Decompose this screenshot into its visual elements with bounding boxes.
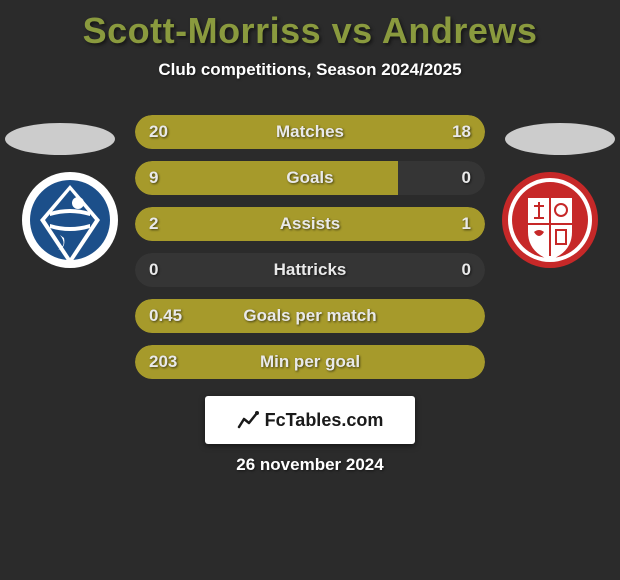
chart-icon bbox=[237, 409, 259, 431]
footer-date: 26 november 2024 bbox=[0, 455, 620, 475]
player1-shadow bbox=[5, 123, 115, 155]
stat-label: Goals bbox=[135, 161, 485, 195]
stat-label: Goals per match bbox=[135, 299, 485, 333]
stat-row-matches: 2018Matches bbox=[135, 115, 485, 149]
brand-logo: FcTables.com bbox=[205, 396, 415, 444]
stat-label: Min per goal bbox=[135, 345, 485, 379]
team2-badge bbox=[500, 170, 600, 270]
stat-label: Matches bbox=[135, 115, 485, 149]
stat-label: Hattricks bbox=[135, 253, 485, 287]
stat-row-goals: 90Goals bbox=[135, 161, 485, 195]
woking-badge-icon bbox=[500, 170, 600, 270]
stat-label: Assists bbox=[135, 207, 485, 241]
southend-badge-icon bbox=[20, 170, 120, 270]
page-title: Scott-Morriss vs Andrews bbox=[0, 0, 620, 52]
team1-badge bbox=[20, 170, 120, 270]
stat-row-min-per-goal: 203Min per goal bbox=[135, 345, 485, 379]
stat-row-goals-per-match: 0.45Goals per match bbox=[135, 299, 485, 333]
player2-shadow bbox=[505, 123, 615, 155]
stat-bars: 2018Matches 90Goals 21Assists 00Hattricks 0.… bbox=[135, 115, 485, 391]
stat-row-hattricks: 00Hattricks bbox=[135, 253, 485, 287]
vs-text: vs bbox=[332, 10, 373, 51]
subtitle: Club competitions, Season 2024/2025 bbox=[0, 60, 620, 80]
player2-name: Andrews bbox=[382, 10, 538, 51]
stat-row-assists: 21Assists bbox=[135, 207, 485, 241]
brand-text: FcTables.com bbox=[265, 410, 384, 431]
player1-name: Scott-Morriss bbox=[83, 10, 322, 51]
